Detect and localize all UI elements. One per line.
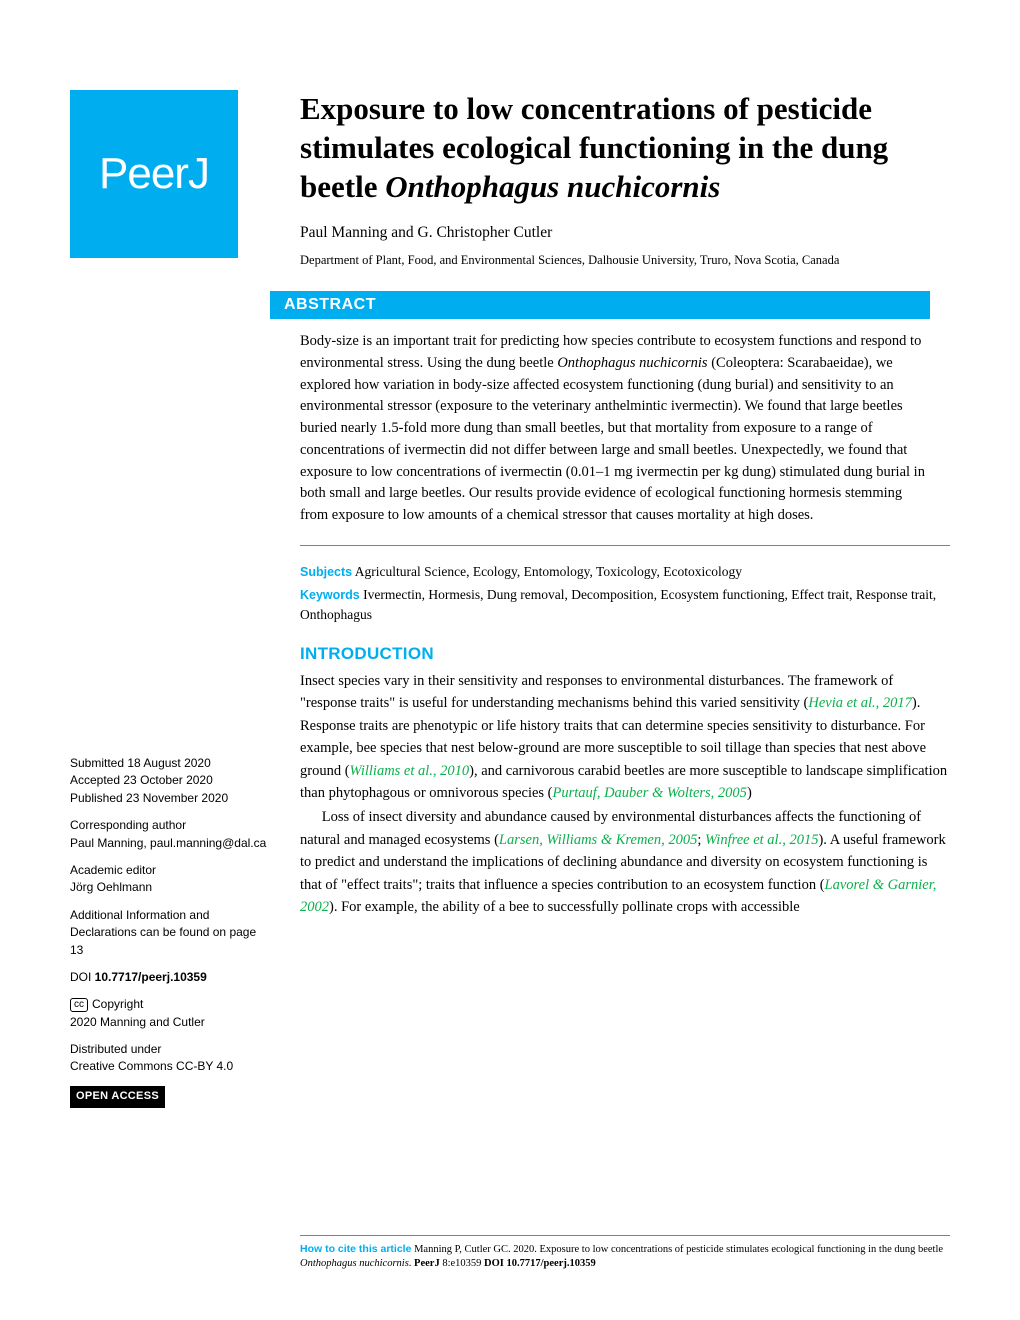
distribution-label: Distributed under [70,1041,270,1058]
editor-block: Academic editor Jörg Oehlmann [70,862,270,897]
cite-label: How to cite this article [300,1243,411,1255]
additional-info: Additional Information and Declarations … [70,907,270,959]
copyright-holder: 2020 Manning and Cutler [70,1014,270,1031]
dates-block: Submitted 18 August 2020 Accepted 23 Oct… [70,755,270,807]
keywords-text: Ivermectin, Hormesis, Dung removal, Deco… [300,587,936,622]
subjects-label: Subjects [300,565,352,579]
citation-purtauf[interactable]: Purtauf, Dauber & Wolters, 2005 [553,785,747,801]
subjects-line: Subjects Agricultural Science, Ecology, … [300,562,950,582]
doi-block: DOI 10.7717/peerj.10359 [70,969,270,986]
intro-p1d: ) [747,785,752,801]
intro-p1a: Insect species vary in their sensitivity… [300,673,893,711]
authors: Paul Manning and G. Christopher Cutler [300,224,950,242]
article-metadata-sidebar: Submitted 18 August 2020 Accepted 23 Oct… [70,755,270,1118]
abstract-species: Onthophagus nuchicornis [557,355,707,371]
logo-text: PeerJ [99,149,209,199]
corresponding-label: Corresponding author [70,817,270,834]
title-species: Onthophagus nuchicornis [385,169,720,204]
copyright-block: cc Copyright 2020 Manning and Cutler [70,996,270,1031]
corresponding-author-block: Corresponding author Paul Manning, paul.… [70,817,270,852]
citation-winfree[interactable]: Winfree et al., 2015 [705,832,818,848]
published-label: Published [70,791,123,805]
editor-label: Academic editor [70,862,270,879]
article-title: Exposure to low concentrations of pestic… [300,90,950,206]
citation-williams[interactable]: Williams et al., 2010 [350,763,470,779]
citation-hevia[interactable]: Hevia et al., 2017 [808,695,912,711]
accepted-label: Accepted [70,773,120,787]
subjects-text: Agricultural Science, Ecology, Entomolog… [352,564,742,579]
footer-text-3: 8:e10359 [440,1258,484,1269]
published-date: 23 November 2020 [123,791,228,805]
intro-p2d: ). For example, the ability of a bee to … [329,899,800,915]
intro-p2: Loss of insect diversity and abundance c… [300,806,950,918]
accepted-date: 23 October 2020 [120,773,213,787]
open-access-badge: OPEN ACCESS [70,1086,165,1108]
distribution-license: Creative Commons CC-BY 4.0 [70,1058,270,1075]
cc-icon: cc [70,998,88,1012]
intro-body: Insect species vary in their sensitivity… [300,670,950,919]
doi-label: DOI [70,970,95,984]
doi-link[interactable]: 10.7717/peerj.10359 [95,970,207,984]
corresponding-author: Paul Manning, paul.manning@dal.ca [70,835,270,852]
submitted-date: 18 August 2020 [124,756,211,770]
citation-larsen[interactable]: Larsen, Williams & Kremen, 2005 [499,832,697,848]
citation-footer: How to cite this article Manning P, Cutl… [300,1235,950,1272]
intro-p1: Insect species vary in their sensitivity… [300,670,950,805]
affiliation: Department of Plant, Food, and Environme… [300,252,950,269]
main-content: Exposure to low concentrations of pestic… [300,90,950,921]
additional-info-block: Additional Information and Declarations … [70,907,270,959]
footer-journal: PeerJ [414,1258,440,1269]
keywords-label: Keywords [300,588,360,602]
open-access-block: OPEN ACCESS [70,1086,270,1108]
keywords-line: Keywords Ivermectin, Hormesis, Dung remo… [300,585,950,626]
distribution-block: Distributed under Creative Commons CC-BY… [70,1041,270,1076]
abstract-header: ABSTRACT [270,291,930,319]
footer-doi: DOI 10.7717/peerj.10359 [484,1258,596,1269]
intro-p2b: ; [697,832,705,848]
abstract-text-2: (Coleoptera: Scarabaeidae), we explored … [300,355,925,523]
abstract-body: Body-size is an important trait for pred… [300,319,950,546]
footer-text-1: Manning P, Cutler GC. 2020. Exposure to … [411,1244,943,1255]
editor-name: Jörg Oehlmann [70,879,270,896]
intro-heading: INTRODUCTION [300,644,950,664]
submitted-label: Submitted [70,756,124,770]
peerj-logo: PeerJ [70,90,238,258]
footer-species: Onthophagus nuchicornis [300,1258,409,1269]
copyright-label: Copyright [92,996,143,1013]
